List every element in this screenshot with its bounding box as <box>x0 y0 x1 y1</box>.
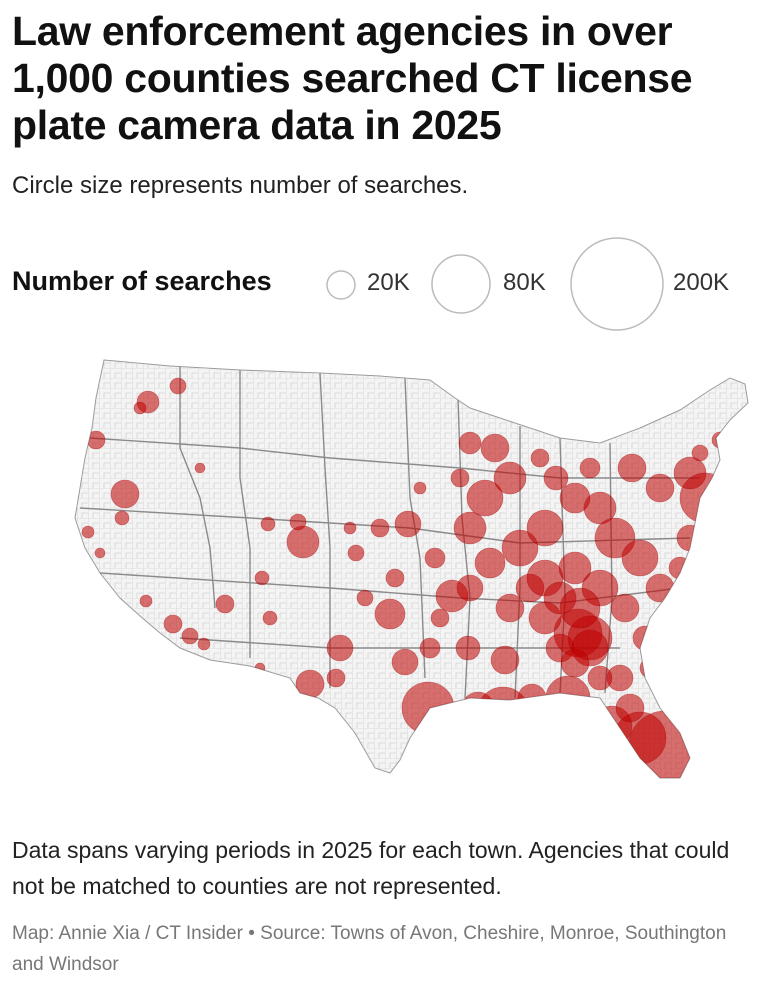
legend-circle-20k <box>326 270 356 300</box>
legend-title: Number of searches <box>12 266 272 296</box>
legend-label-20k: 20K <box>367 269 410 296</box>
legend-circle-200k <box>570 237 664 331</box>
footnote: Data spans varying periods in 2025 for e… <box>12 837 730 899</box>
legend-circle-80k <box>431 254 491 314</box>
page-title: Law enforcement agencies in over 1,000 c… <box>12 8 693 148</box>
legend-label-80k: 80K <box>503 269 546 296</box>
subtitle: Circle size represents number of searche… <box>12 172 469 199</box>
legend-label-200k: 200K <box>673 269 730 296</box>
legend-circles <box>326 237 664 331</box>
source-credit: Map: Annie Xia / CT Insider • Source: To… <box>12 923 727 975</box>
us-county-map <box>74 359 749 779</box>
